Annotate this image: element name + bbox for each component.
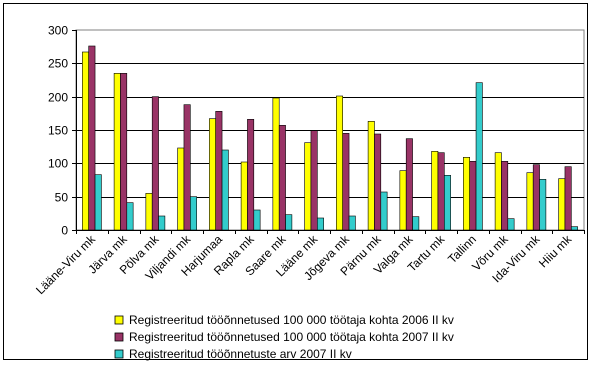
bar [558,178,566,231]
bar [113,73,121,231]
bar [183,104,191,231]
bar [190,196,197,231]
bar [247,119,255,231]
legend-label: Registreeritud tööõnnetused 100 000 tööt… [129,313,454,327]
bar [539,179,547,231]
bar [158,215,166,231]
bar [431,151,439,231]
bar [336,95,344,231]
bar [304,142,312,231]
y-tick-label: 200 [48,91,68,105]
bar [120,73,128,231]
legend-label: Registreeritud tööõnnetuste arv 2007 II … [129,347,352,361]
bar [469,161,477,231]
bar [494,152,502,231]
y-tick-label: 250 [48,57,68,71]
bar [82,51,89,231]
bar [278,125,286,231]
bar [88,45,96,231]
bar [285,214,293,231]
bar [399,170,407,231]
legend-swatch [114,349,124,359]
bar [348,215,356,231]
bar [177,147,185,231]
bar [443,175,451,231]
bar [310,130,318,231]
bar [475,82,483,231]
y-tick-label: 50 [55,191,69,205]
grid-lines [76,63,584,198]
bar [316,217,324,231]
bar [501,161,509,231]
y-tick-label: 0 [61,224,68,238]
bar [374,133,382,231]
bar [463,157,471,231]
bar [253,209,261,231]
bar [412,216,420,231]
bar [405,138,413,231]
y-tick-label: 100 [48,157,68,171]
bar [94,174,102,231]
bar [145,193,153,231]
bar [570,226,578,231]
bar [151,96,159,231]
y-tick-labels: 0 50 100 150 200 250 300 [48,24,68,238]
bar [272,97,280,231]
bar [240,161,248,231]
bar [215,111,223,231]
y-tick-label: 300 [48,24,68,38]
legend: Registreeritud tööõnnetused 100 000 tööt… [114,313,454,361]
bar [209,118,217,231]
bar [437,152,445,231]
bar [532,164,540,231]
bars [82,45,578,231]
bar [507,218,515,231]
bar [367,121,375,231]
bar [221,149,229,231]
legend-swatch [114,315,124,325]
legend-label: Registreeritud tööõnnetused 100 000 tööt… [129,330,454,344]
axes [72,30,585,234]
bar [564,166,572,231]
legend-swatch [114,332,124,342]
y-tick-label: 150 [48,124,68,138]
bar [342,133,350,231]
bar [380,191,388,231]
bar [526,172,534,231]
bar [126,202,134,231]
